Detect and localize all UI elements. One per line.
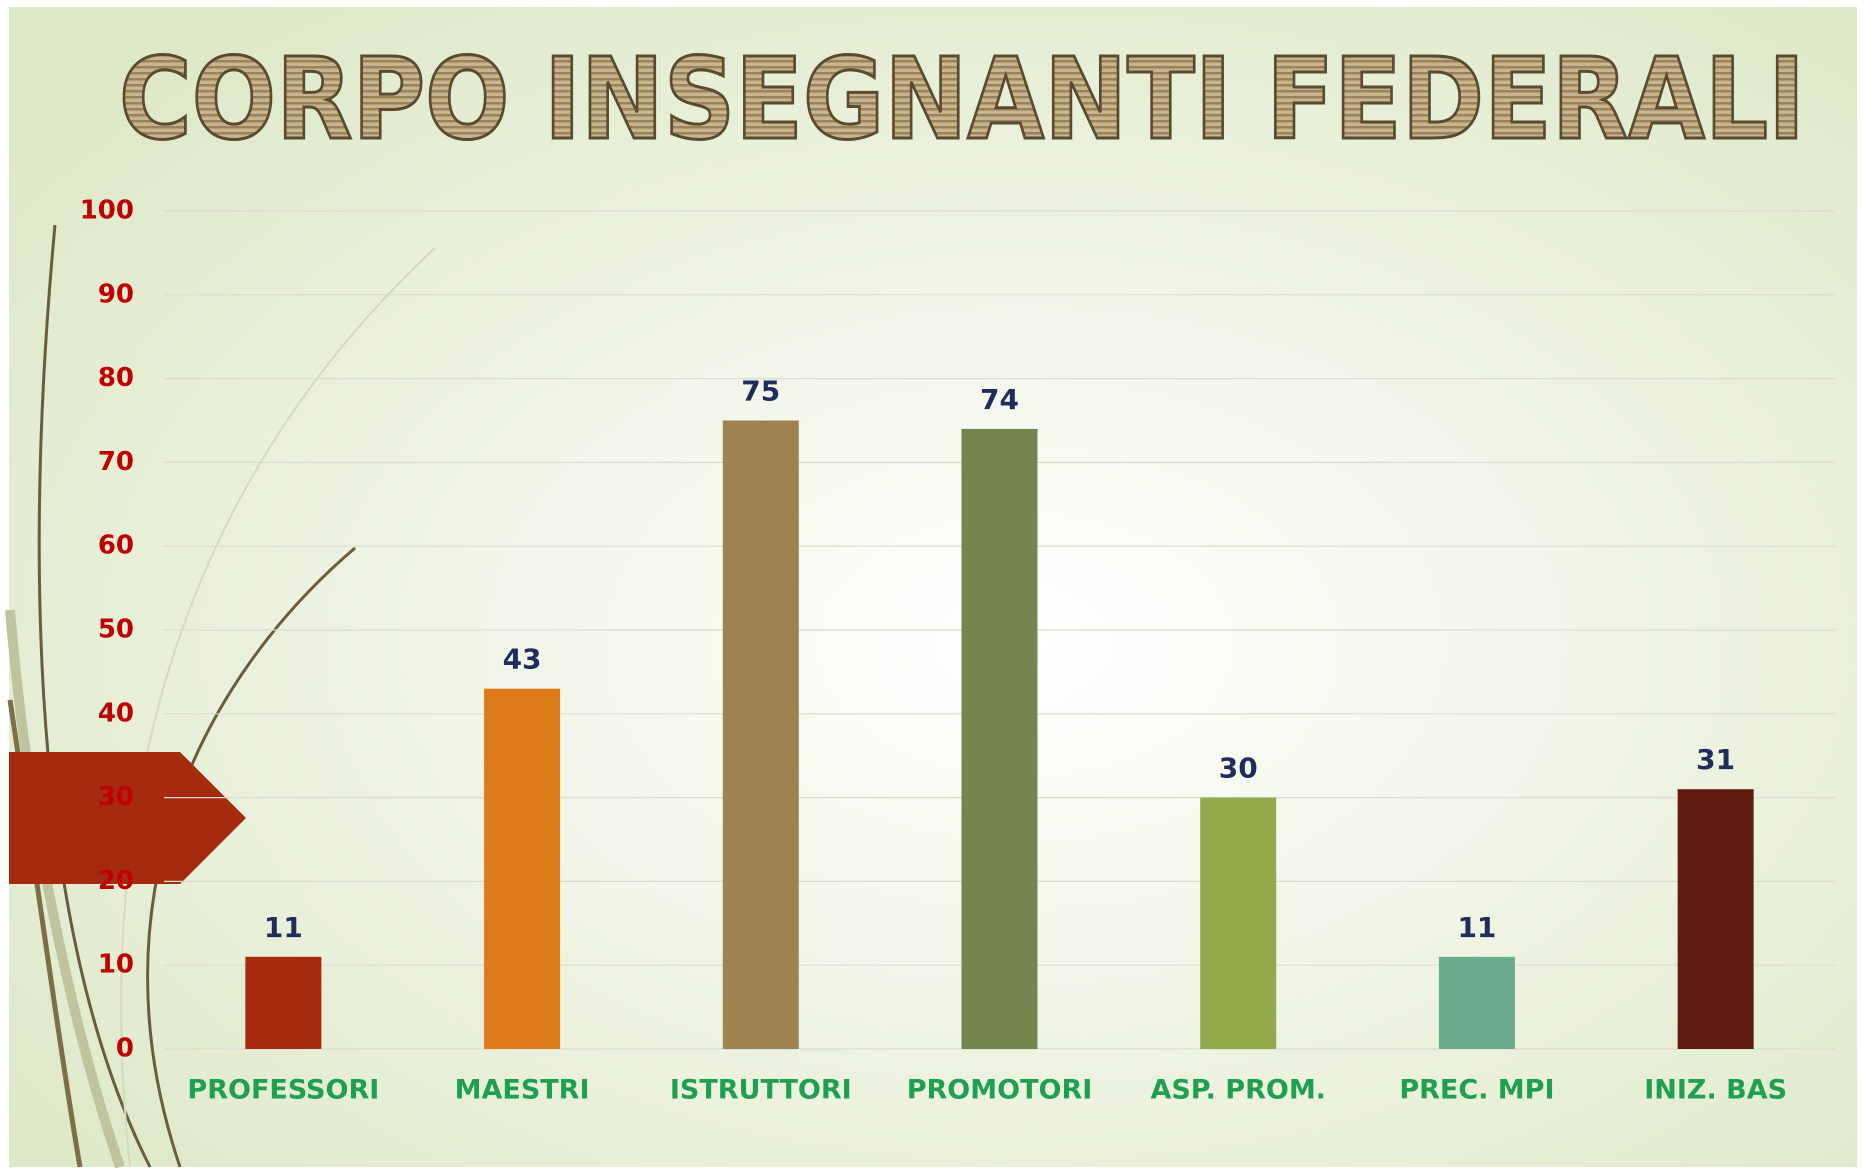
x-tick-label: ISTRUTTORI <box>670 1075 852 1106</box>
y-tick-label: 70 <box>98 447 134 477</box>
y-tick-label: 0 <box>116 1034 134 1064</box>
x-tick-label: INIZ. BAS <box>1644 1075 1787 1106</box>
value-label: 11 <box>1457 911 1496 944</box>
y-tick-label: 50 <box>98 615 134 645</box>
value-label: 75 <box>741 375 780 408</box>
y-tick-label: 20 <box>98 866 134 896</box>
chart-title: CORPO INSEGNANTI FEDERALI <box>119 35 1805 165</box>
bar <box>1439 957 1515 1049</box>
bar <box>484 689 560 1049</box>
y-tick-label: 10 <box>98 950 134 980</box>
value-label: 11 <box>264 911 303 944</box>
x-tick-label: PREC. MPI <box>1399 1075 1554 1106</box>
bar <box>245 957 321 1049</box>
bar <box>1200 798 1276 1049</box>
y-tick-label: 100 <box>80 196 134 226</box>
x-tick-label: ASP. PROM. <box>1150 1075 1326 1106</box>
bar <box>1678 789 1754 1049</box>
bar <box>962 429 1038 1049</box>
chart: CORPO INSEGNANTI FEDERALI 0 10 20 30 40 50 60 7… <box>0 0 1863 1168</box>
y-tick-label: 40 <box>98 698 134 728</box>
y-tick-label: 60 <box>98 531 134 561</box>
x-tick-label: PROMOTORI <box>907 1075 1093 1106</box>
y-tick-label: 80 <box>98 363 134 393</box>
y-tick-label: 30 <box>98 782 134 812</box>
y-tick-label: 90 <box>98 279 134 309</box>
value-label: 31 <box>1696 743 1735 776</box>
x-tick-label: MAESTRI <box>455 1075 590 1106</box>
value-label: 74 <box>980 383 1019 416</box>
value-label: 30 <box>1219 752 1258 785</box>
x-tick-label: PROFESSORI <box>187 1075 379 1106</box>
bar <box>723 421 799 1050</box>
value-label: 43 <box>503 643 542 676</box>
